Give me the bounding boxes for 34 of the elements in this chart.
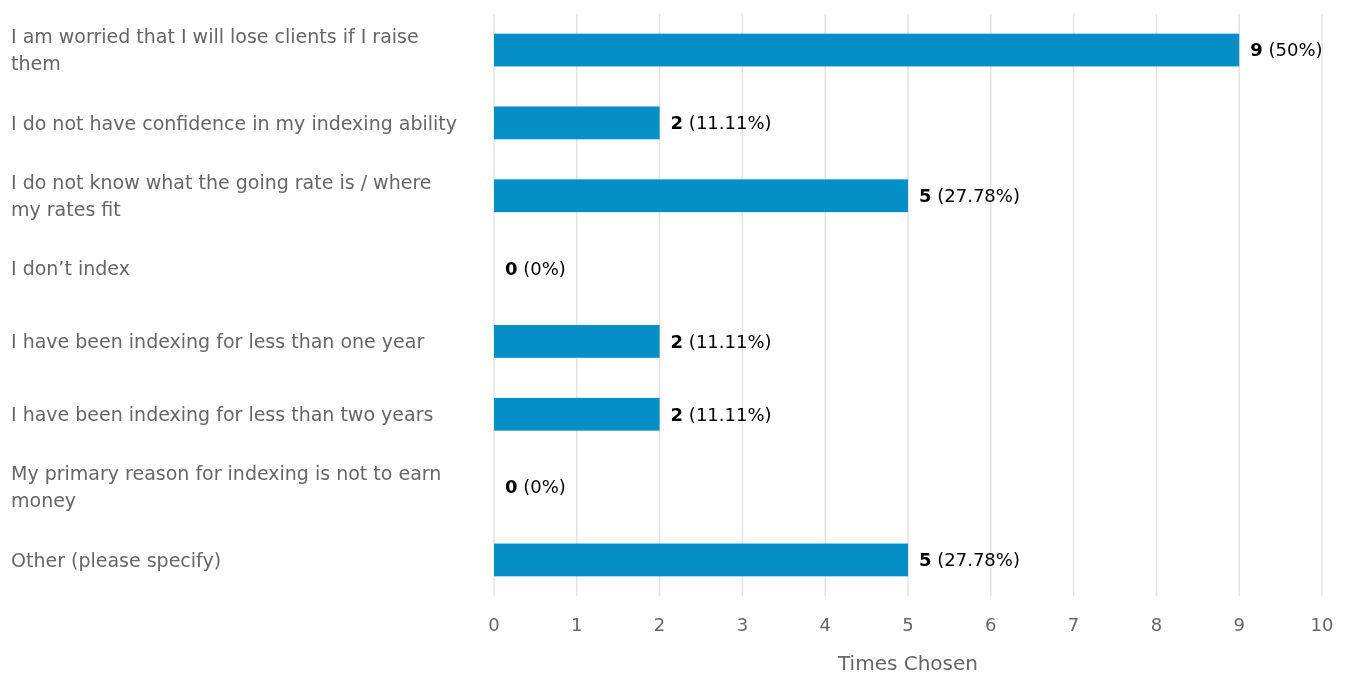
x-tick-label: 10 [1310,614,1334,636]
y-tick-label: I am worried that I will lose clients if I raise them [11,25,419,75]
y-tick-label: I have been indexing for less than two years [11,402,434,425]
data-label: 2 (11.11%) [670,112,772,134]
bar [494,543,908,577]
data-label: 5 (27.78%) [919,185,1020,207]
bar [494,106,660,140]
bar [494,179,908,213]
y-tick-label: I do not know what the going rate is / where my rates fit [11,170,432,220]
x-axis-title: Times Chosen [837,651,978,673]
data-label: 0 (0%) [505,257,566,279]
bar [494,397,660,431]
y-tick-label: I do not have confidence in my indexing ability [11,111,458,134]
x-tick-label: 0 [488,614,500,636]
x-tick-label: 2 [653,614,666,636]
x-tick-label: 5 [902,614,914,636]
x-tick-label: 3 [736,614,749,636]
data-label: 5 (27.78%) [919,549,1020,571]
x-tick-label: 1 [571,614,583,636]
data-label: 2 (11.11%) [670,403,772,425]
data-label: 2 (11.11%) [670,330,772,352]
y-tick-label: My primary reason for indexing is not to earn money [11,462,442,512]
x-tick-label: 8 [1150,614,1163,636]
bar [494,325,660,358]
y-tick-label: I don’t index [11,257,130,280]
data-label: 0 (0%) [505,476,566,498]
x-tick-label: 7 [1067,614,1080,636]
data-label: 9 (50%) [1250,39,1323,61]
x-tick-label: 4 [819,614,831,636]
bar [494,33,1240,67]
y-tick-label: Other (please specify) [11,548,222,571]
y-tick-label: I have been indexing for less than one year [11,330,425,353]
x-tick-label: 6 [985,614,997,636]
x-tick-label: 9 [1233,614,1245,636]
